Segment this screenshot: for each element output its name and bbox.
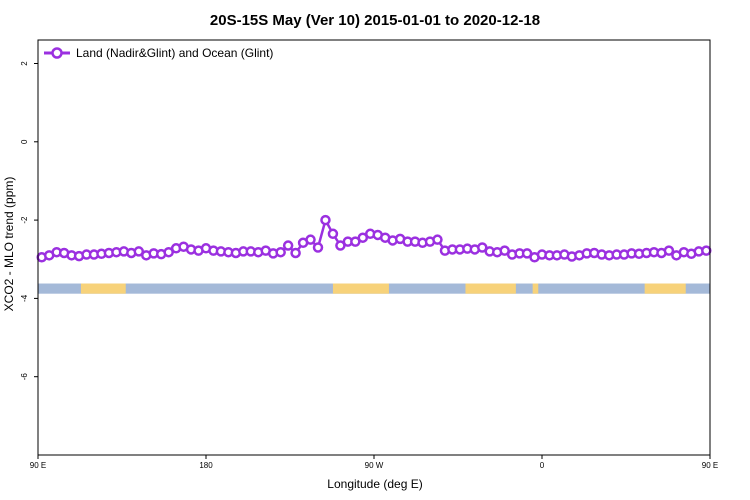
- plot-frame: [37, 39, 711, 456]
- y-tick-label-2: -2: [20, 216, 29, 224]
- land-segment-3: [532, 283, 539, 294]
- data-point-36: [305, 234, 316, 245]
- legend-label: Land (Nadir&Glint) and Ocean (Glint): [76, 46, 273, 60]
- y-tick-label-0: 2: [20, 61, 29, 66]
- y-tick-label-3: -4: [20, 294, 29, 302]
- series-layer: [36, 214, 712, 263]
- y-tick-label-1: 0: [20, 139, 29, 144]
- y-axis-label: XCO2 - MLO trend (ppm): [2, 177, 16, 312]
- data-point-32: [275, 246, 286, 258]
- x-tick-label-0: 90 E: [30, 461, 46, 470]
- legend: Land (Nadir&Glint) and Ocean (Glint): [44, 46, 273, 60]
- data-point-39: [327, 228, 339, 240]
- x-tick-label-3: 0: [540, 461, 545, 470]
- data-point-53: [432, 234, 443, 245]
- data-point-84: [663, 245, 675, 256]
- data-point-37: [312, 242, 324, 253]
- x-tick-label-2: 90 W: [365, 461, 384, 470]
- data-point-33: [282, 240, 294, 251]
- y-tick-label-4: -6: [20, 373, 29, 381]
- x-axis-label: Longitude (deg E): [327, 477, 422, 491]
- land-segment-4: [644, 283, 686, 294]
- data-point-34: [290, 247, 301, 259]
- land-segment-0: [80, 283, 126, 294]
- data-point-38: [320, 214, 331, 226]
- land-segment-2: [465, 283, 516, 294]
- x-tick-label-1: 180: [199, 461, 213, 470]
- data-point-89: [701, 245, 712, 256]
- land-segment-1: [332, 283, 389, 294]
- legend-swatch-marker: [51, 47, 63, 59]
- x-tick-label-4: 90 E: [702, 461, 718, 470]
- land-ocean-strip: [38, 283, 710, 294]
- chart-title: 20S-15S May (Ver 10) 2015-01-01 to 2020-…: [210, 12, 540, 29]
- axis-ticks: 90 E 180 90 W 0 90 E 2 0 -2 -4 -6: [20, 61, 718, 470]
